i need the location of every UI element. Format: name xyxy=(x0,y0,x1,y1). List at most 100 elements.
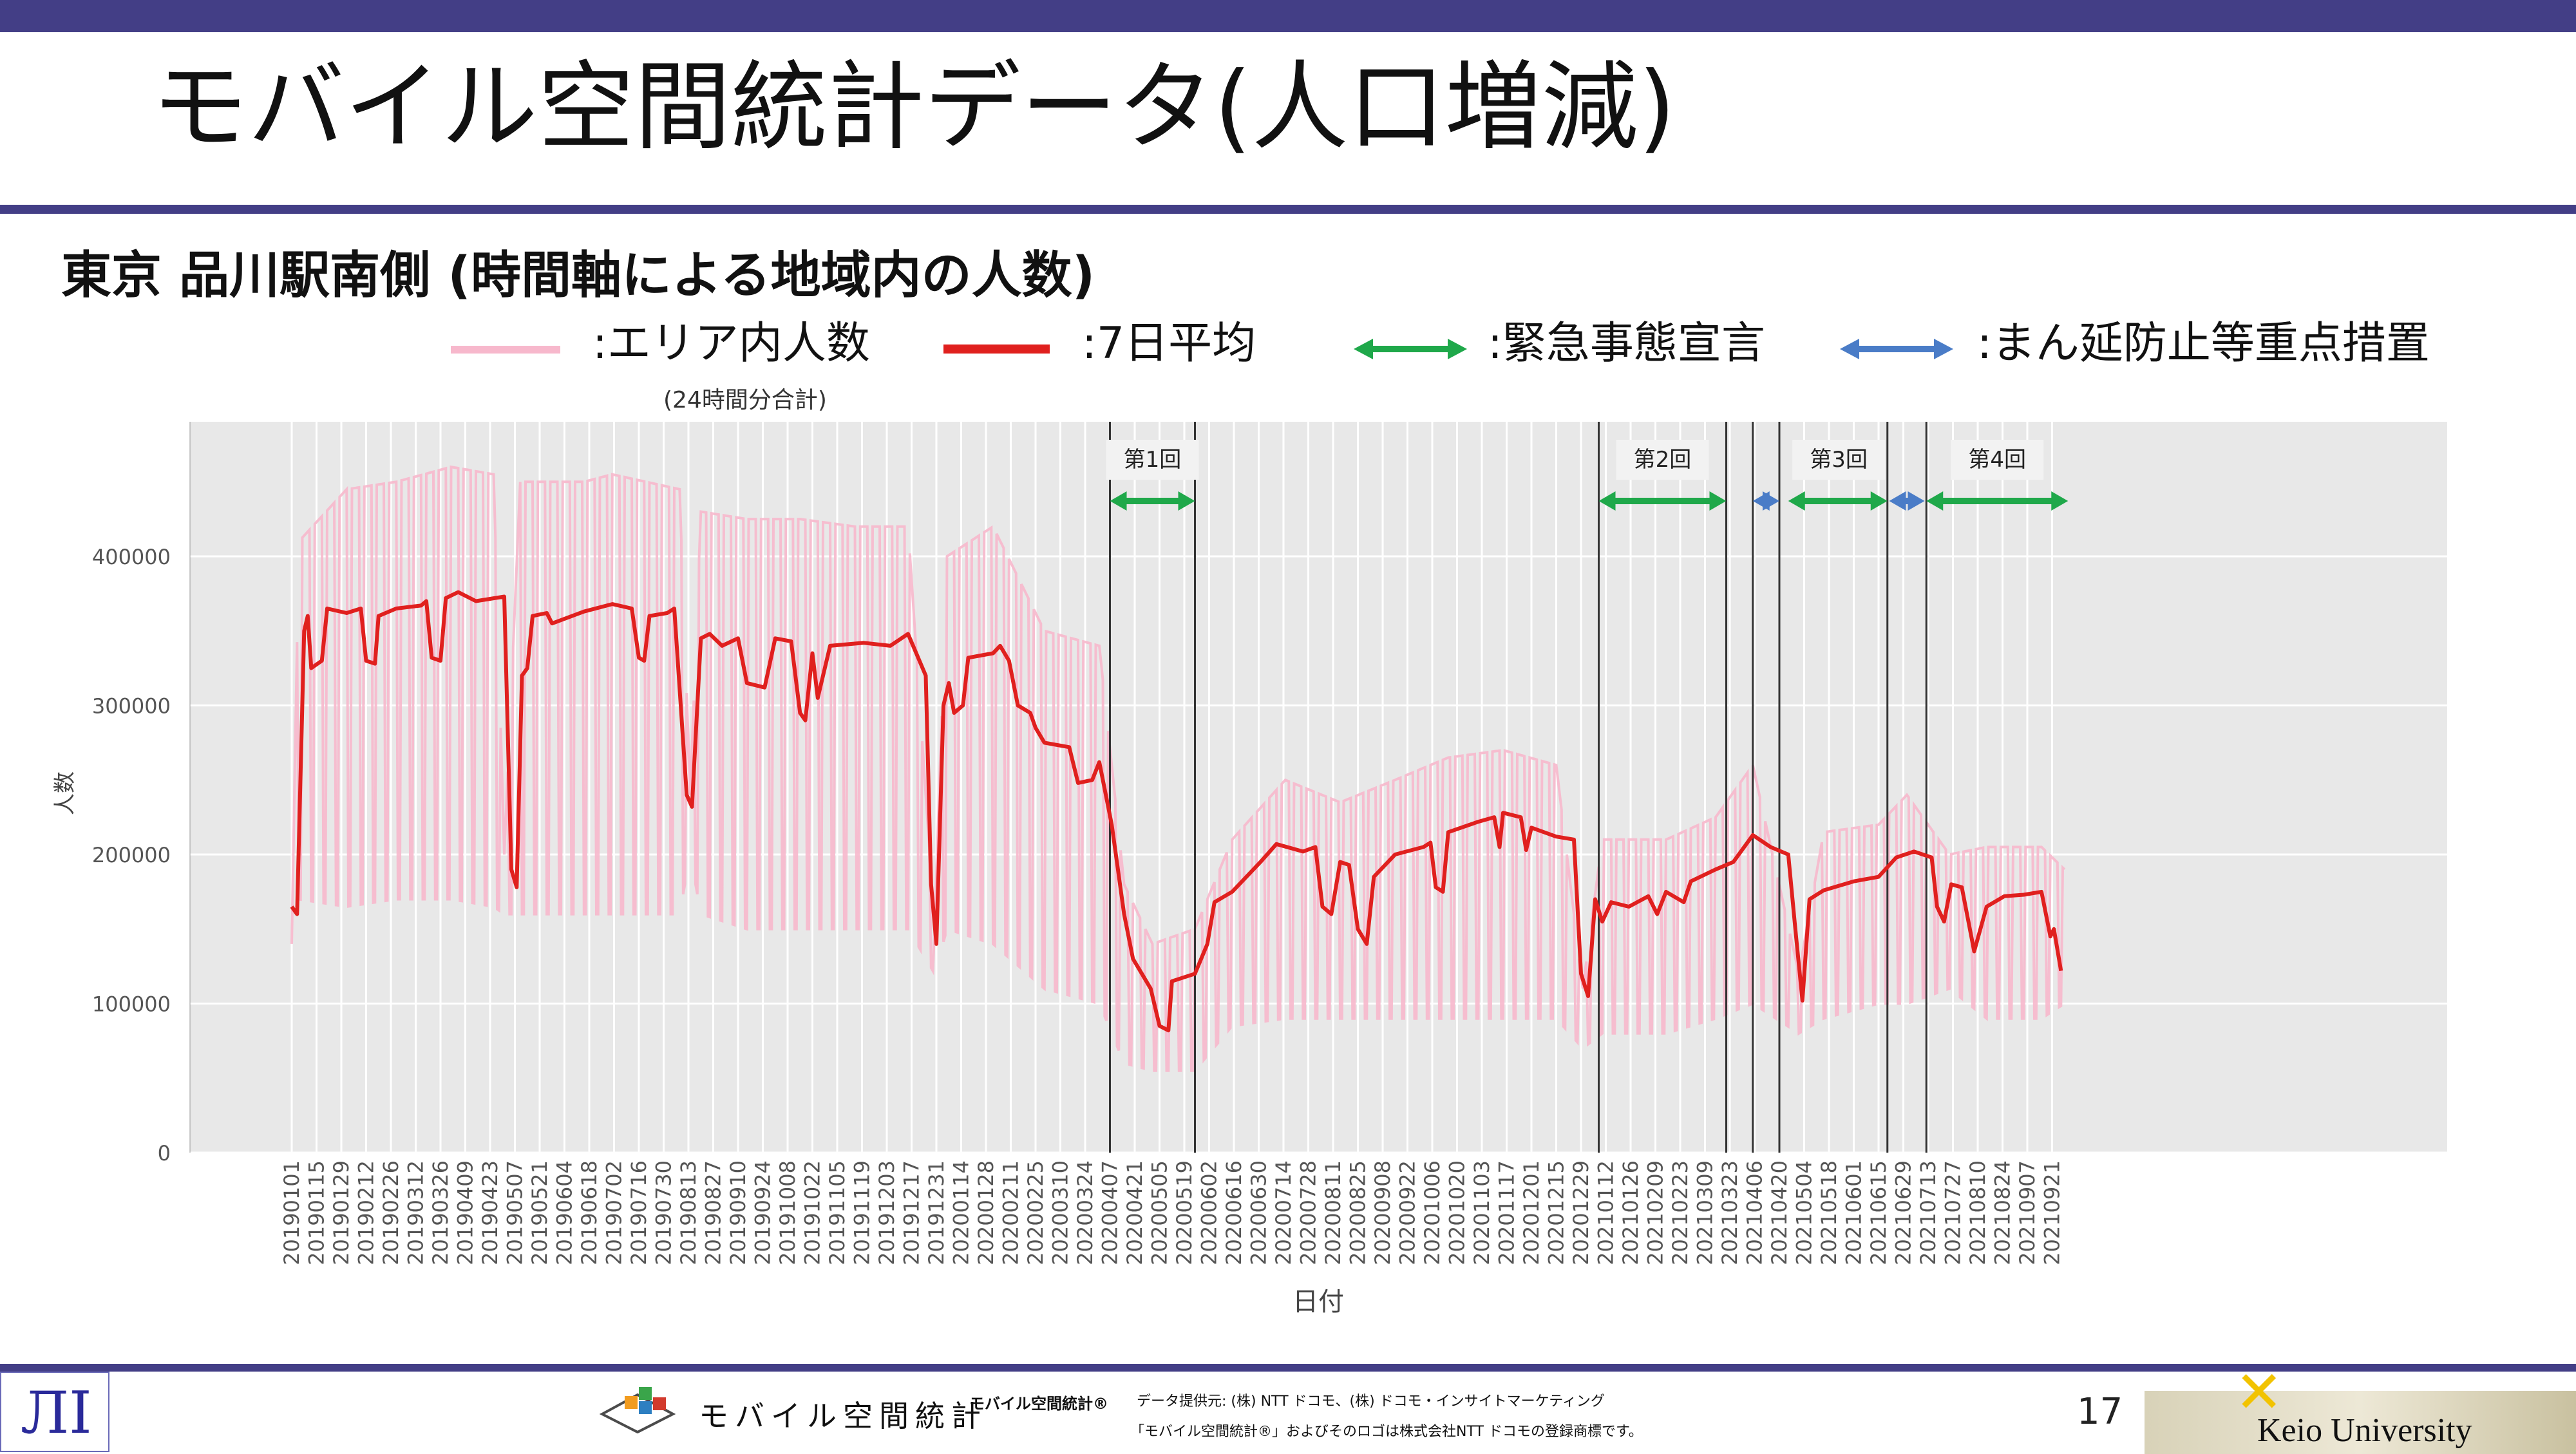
x-tick-label: 20210727 xyxy=(1941,1160,1965,1265)
x-tick-label: 20210921 xyxy=(2040,1160,2065,1265)
period-arrow-head xyxy=(2051,491,2069,511)
x-tick-label: 20200714 xyxy=(1271,1160,1296,1265)
legend-emergency-label: :緊急事態宣言 xyxy=(1488,318,1765,369)
x-tick-label: 20210323 xyxy=(1718,1160,1742,1265)
x-tick-label: 20200825 xyxy=(1346,1160,1370,1265)
seven-day-average-line xyxy=(290,590,2063,1033)
period-arrow-head xyxy=(1870,491,1888,511)
x-tick-label: 20190423 xyxy=(478,1160,502,1265)
daily-population-line xyxy=(290,465,2066,1072)
x-tick-label: 20200114 xyxy=(949,1160,974,1265)
x-tick-label: 20190924 xyxy=(751,1160,775,1265)
legend-avg-swatch xyxy=(943,345,1050,354)
x-tick-label: 20200211 xyxy=(999,1160,1023,1265)
x-tick-label: 20190521 xyxy=(527,1160,552,1265)
x-axis-label: 日付 xyxy=(1293,1287,1344,1317)
footer-rule xyxy=(0,1364,2576,1372)
mobile-stats-logo-text: モバイル空間統計 xyxy=(699,1399,987,1433)
y-tick-label: 0 xyxy=(158,1141,171,1166)
x-tick-label: 20190101 xyxy=(279,1160,304,1265)
y-tick-label: 400000 xyxy=(92,545,171,569)
x-tick-label: 20190212 xyxy=(354,1160,379,1265)
x-tick-label: 20190312 xyxy=(404,1160,428,1265)
lab-logo: ЛI xyxy=(0,1372,109,1452)
x-tick-label: 20190129 xyxy=(329,1160,354,1265)
legend-priority-label: :まん延防止等重点措置 xyxy=(1977,318,2430,369)
x-tick-label: 20190115 xyxy=(305,1160,329,1265)
legend-avg-label: :7日平均 xyxy=(1082,318,1256,369)
x-tick-label: 20200225 xyxy=(1023,1160,1048,1265)
period-arrow-head xyxy=(1926,491,1944,511)
x-tick-label: 20210615 xyxy=(1866,1160,1891,1265)
x-tick-label: 20201229 xyxy=(1569,1160,1593,1265)
legend-emergency-arrow xyxy=(1354,339,1467,359)
period-label-box xyxy=(1616,440,1709,480)
x-tick-label: 20210601 xyxy=(1842,1160,1866,1265)
x-tick-label: 20210112 xyxy=(1594,1160,1618,1265)
x-tick-label: 20201201 xyxy=(1519,1160,1544,1265)
period-label-box xyxy=(1951,440,2044,480)
x-tick-label: 20210810 xyxy=(1965,1160,1990,1265)
university-name: Keio University xyxy=(2257,1412,2472,1449)
x-tick-label: 20190716 xyxy=(627,1160,651,1265)
x-tick-label: 20201117 xyxy=(1495,1160,1519,1265)
population-chart: 第1回 第2回 第3回 第4回 0 100000 200000 300000 400000 20… xyxy=(52,422,2447,1317)
x-tick-label: 20210907 xyxy=(2015,1160,2040,1265)
legend-daily-label: :エリア内人数 xyxy=(592,318,870,369)
x-tick-label: 20200616 xyxy=(1222,1160,1246,1265)
page-number: 17 xyxy=(2077,1391,2123,1433)
x-tick-label: 20191105 xyxy=(825,1160,849,1265)
period-arrow-head xyxy=(1598,491,1616,511)
x-tick-label: 20190702 xyxy=(602,1160,627,1265)
x-tick-label: 20200908 xyxy=(1370,1160,1395,1265)
x-tick-label: 20200922 xyxy=(1396,1160,1420,1265)
x-tick-label: 20210713 xyxy=(1916,1160,1940,1265)
x-tick-label: 20200310 xyxy=(1048,1160,1073,1265)
x-tick-label: 20201103 xyxy=(1470,1160,1494,1265)
x-tick-label: 20200407 xyxy=(1098,1160,1122,1265)
x-tick-label: 20200324 xyxy=(1073,1160,1097,1265)
x-tick-label: 20200505 xyxy=(1148,1160,1172,1265)
slide-title: モバイル空間統計データ(人口増減) xyxy=(151,52,1676,164)
x-tick-label: 20191022 xyxy=(800,1160,825,1265)
period-arrow-head xyxy=(1908,491,1925,511)
period-arrow-head xyxy=(1110,491,1127,511)
x-tick-label: 20200811 xyxy=(1321,1160,1345,1265)
period-label: 第4回 xyxy=(1968,447,2026,473)
period-arrow-head xyxy=(1889,491,1906,511)
top-bar xyxy=(0,0,2576,32)
x-tick-label: 20210504 xyxy=(1792,1160,1817,1265)
x-tick-label: 20190618 xyxy=(577,1160,601,1265)
x-tick-label: 20191217 xyxy=(900,1160,924,1265)
x-tick-label: 20190827 xyxy=(701,1160,726,1265)
x-tick-label: 20201006 xyxy=(1420,1160,1444,1265)
x-tick-label: 20190910 xyxy=(726,1160,750,1265)
x-tick-label: 20200519 xyxy=(1172,1160,1197,1265)
x-tick-label: 20190730 xyxy=(652,1160,676,1265)
x-tick-label: 20210126 xyxy=(1618,1160,1643,1265)
x-tick-label: 20201215 xyxy=(1544,1160,1569,1265)
x-tick-label: 20200630 xyxy=(1247,1160,1271,1265)
period-arrow-head xyxy=(1788,491,1805,511)
chart-subtitle: 東京 品川駅南側 (時間軸による地域内の人数) xyxy=(61,247,1095,305)
x-tick-label: 20190326 xyxy=(428,1160,453,1265)
legend-daily-note: (24時間分合計) xyxy=(663,387,827,413)
x-tick-label: 20210309 xyxy=(1693,1160,1718,1265)
legend-priority-arrow xyxy=(1840,339,1953,359)
x-tick-label: 20191203 xyxy=(875,1160,899,1265)
x-tick-label: 20210209 xyxy=(1643,1160,1668,1265)
x-tick-label: 20190409 xyxy=(453,1160,478,1265)
x-tick-label: 20200421 xyxy=(1122,1160,1147,1265)
period-label: 第2回 xyxy=(1634,447,1692,473)
x-tick-label: 20191231 xyxy=(924,1160,949,1265)
data-credit: データ提供元: (株) NTT ドコモ、(株) ドコモ・インサイトマーケティング xyxy=(1137,1393,1605,1410)
x-tick-label: 20200728 xyxy=(1296,1160,1321,1265)
period-label-box xyxy=(1106,440,1199,480)
x-tick-label: 20210420 xyxy=(1767,1160,1792,1265)
title-rule xyxy=(0,205,2576,214)
keio-pen-icon: ✕ xyxy=(2235,1359,2284,1426)
y-tick-label: 100000 xyxy=(92,992,171,1017)
period-arrow-head xyxy=(1178,491,1195,511)
x-tick-label: 20190813 xyxy=(676,1160,701,1265)
x-tick-label: 20191119 xyxy=(850,1160,875,1265)
